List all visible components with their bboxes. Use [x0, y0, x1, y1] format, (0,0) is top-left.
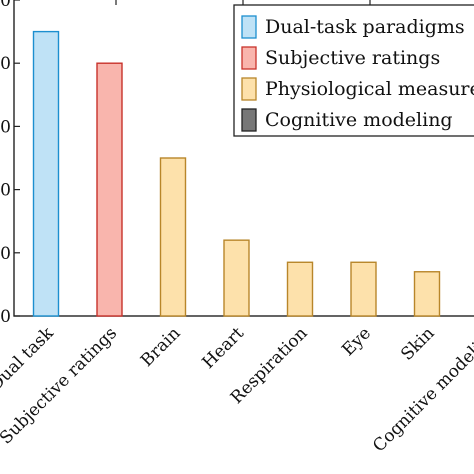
- x-tick-label: Eye: [338, 323, 375, 360]
- x-tick-label: Brain: [137, 323, 185, 371]
- legend-swatch: [241, 15, 257, 39]
- x-tick-label: Heart: [199, 323, 249, 373]
- x-tick-label: Subjective ratings: [0, 323, 121, 448]
- axis-ticks: [14, 0, 371, 317]
- legend-swatch: [241, 46, 257, 70]
- y-tick-label: 50: [0, 0, 11, 11]
- bar: [96, 62, 123, 317]
- legend-swatch: [241, 108, 257, 132]
- legend-box: [233, 4, 474, 137]
- legend-label: Cognitive modeling: [265, 109, 453, 131]
- legend-label: Dual-task paradigms: [265, 16, 465, 38]
- plot-frame: [13, 0, 474, 317]
- y-tick-label: 0: [0, 307, 11, 327]
- y-tick-label: 20: [0, 181, 11, 201]
- y-tick-label: 40: [0, 54, 11, 74]
- legend-label: Subjective ratings: [265, 47, 440, 69]
- bar: [223, 239, 250, 317]
- bar: [350, 261, 377, 317]
- legend-label: Physiological measures: [265, 78, 474, 100]
- x-tick-label: Skin: [397, 323, 438, 364]
- bar: [286, 261, 314, 317]
- bar: [159, 157, 187, 317]
- bars: [32, 30, 441, 317]
- bar: [32, 30, 60, 317]
- y-tick-label: 10: [0, 244, 11, 264]
- legend-swatch: [241, 77, 257, 101]
- legend: Dual-task paradigms Subjective ratings Phy…: [233, 4, 474, 137]
- bar: [413, 271, 441, 317]
- y-tick-labels: 0 10 20 30 40 50: [0, 0, 11, 327]
- y-tick-label: 30: [0, 117, 11, 137]
